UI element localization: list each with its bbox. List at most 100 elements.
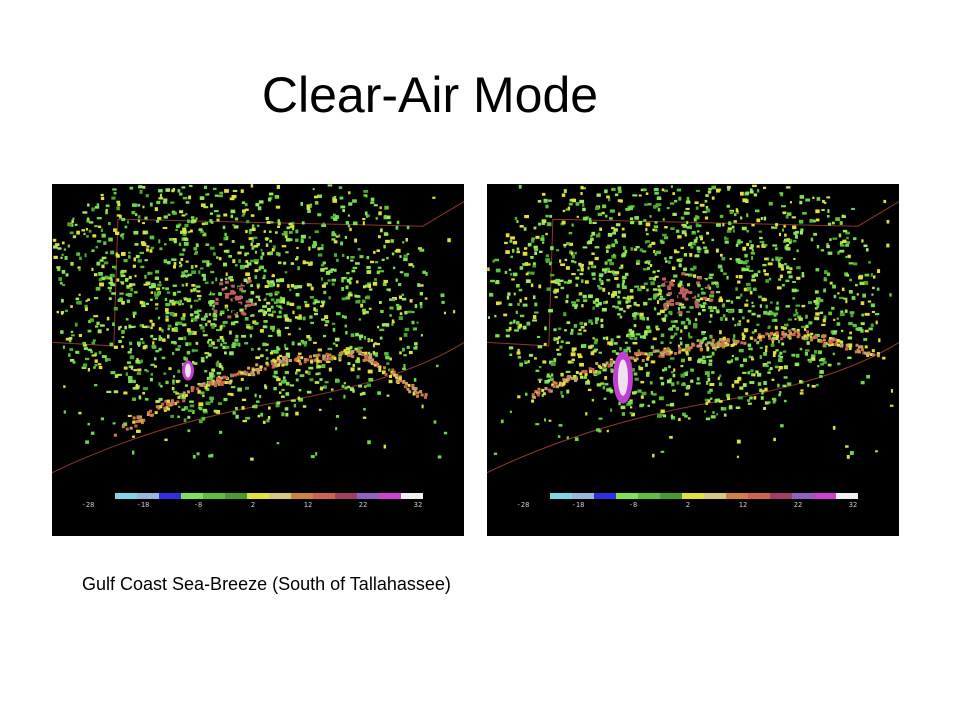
- sea-breeze-echo: [173, 402, 177, 406]
- echo: [287, 238, 293, 242]
- echo: [142, 345, 147, 350]
- echo: [596, 383, 602, 387]
- echo: [409, 299, 413, 303]
- echo: [598, 232, 601, 236]
- echo: [72, 217, 75, 220]
- echo: [823, 315, 827, 320]
- echo: [756, 341, 760, 345]
- echo: [604, 261, 608, 265]
- echo: [118, 339, 122, 344]
- echo: [197, 383, 201, 386]
- colorbar-segment: [814, 493, 836, 499]
- echo: [365, 194, 368, 198]
- sea-breeze-echo: [605, 361, 609, 365]
- echo: [175, 321, 180, 324]
- echo: [309, 315, 313, 319]
- echo: [535, 423, 540, 426]
- echo: [209, 219, 213, 223]
- echo: [646, 372, 650, 377]
- echo: [210, 270, 215, 274]
- echo: [406, 345, 410, 349]
- colorbar-segment: [225, 493, 247, 499]
- echo: [595, 303, 599, 308]
- echo: [877, 269, 881, 273]
- echo: [276, 283, 280, 288]
- echo: [778, 358, 783, 363]
- echo: [197, 313, 200, 316]
- echo: [143, 301, 146, 306]
- echo: [766, 401, 771, 404]
- echo: [273, 349, 279, 354]
- echo: [741, 267, 745, 272]
- echo: [819, 375, 823, 378]
- echo: [672, 324, 676, 328]
- echo: [726, 204, 730, 208]
- echo: [690, 368, 694, 372]
- echo: [739, 386, 744, 390]
- echo: [733, 334, 736, 339]
- echo-core: [259, 296, 264, 300]
- echo: [414, 342, 418, 346]
- echo: [690, 267, 695, 271]
- echo: [183, 237, 188, 241]
- sea-breeze-echo: [169, 402, 173, 405]
- echo: [132, 397, 136, 401]
- echo: [172, 211, 177, 215]
- echo: [744, 303, 749, 307]
- sea-breeze-echo: [674, 352, 677, 355]
- echo-core: [663, 305, 668, 309]
- echo: [773, 226, 778, 229]
- echo: [531, 399, 535, 403]
- colorbar-segment: [594, 493, 616, 499]
- echo: [281, 380, 286, 384]
- echo: [777, 354, 781, 358]
- echo: [627, 295, 630, 300]
- echo: [546, 373, 550, 378]
- echo: [366, 265, 371, 270]
- echo: [701, 360, 707, 364]
- echo: [267, 308, 271, 312]
- echo: [692, 231, 695, 234]
- echo: [832, 330, 838, 333]
- echo: [837, 251, 840, 255]
- sea-breeze-echo: [856, 348, 860, 352]
- echo: [530, 283, 534, 288]
- echo-core: [662, 283, 667, 286]
- echo: [743, 287, 749, 292]
- echo: [101, 355, 107, 358]
- echo: [777, 383, 780, 388]
- echo: [257, 206, 262, 211]
- echo: [241, 406, 245, 410]
- colorbar-segment: [550, 493, 572, 499]
- sea-breeze-echo: [678, 350, 682, 354]
- echo-core: [242, 312, 247, 316]
- echo: [285, 354, 290, 359]
- echo: [365, 384, 370, 387]
- echo: [180, 230, 185, 235]
- echo: [174, 326, 178, 331]
- echo: [278, 310, 282, 314]
- echo: [248, 325, 254, 330]
- echo: [571, 301, 577, 304]
- echo: [134, 274, 137, 278]
- echo: [97, 363, 102, 366]
- echo: [118, 326, 121, 331]
- echo: [181, 237, 186, 241]
- sea-breeze-echo: [719, 344, 723, 348]
- echo: [132, 435, 135, 438]
- echo: [242, 211, 246, 216]
- echo: [172, 352, 175, 356]
- echo: [598, 302, 602, 305]
- echo: [99, 324, 105, 327]
- echo: [711, 281, 715, 285]
- echo: [822, 344, 827, 348]
- sea-breeze-echo: [229, 379, 233, 383]
- echo: [645, 222, 651, 227]
- echo: [398, 283, 402, 287]
- echo: [756, 314, 761, 318]
- echo: [217, 362, 222, 366]
- echo: [132, 387, 136, 390]
- echo: [129, 348, 133, 351]
- echo: [659, 376, 664, 380]
